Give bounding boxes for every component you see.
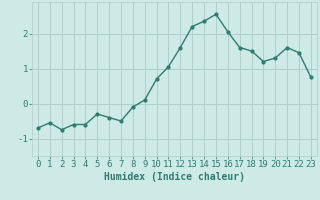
X-axis label: Humidex (Indice chaleur): Humidex (Indice chaleur) (104, 172, 245, 182)
